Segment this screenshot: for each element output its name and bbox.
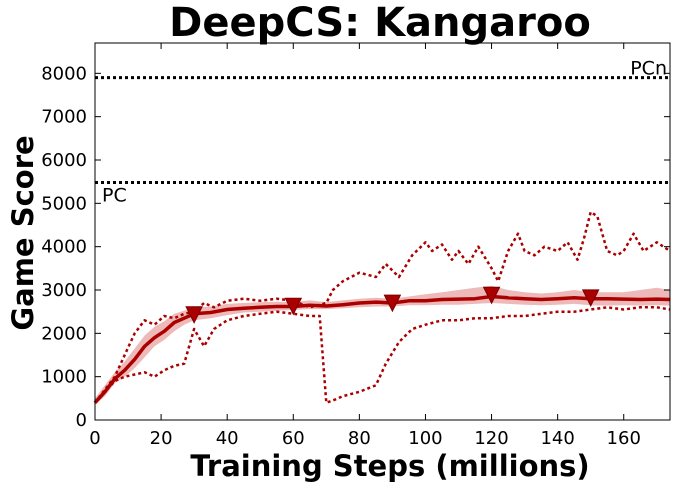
marker-3: [383, 294, 402, 313]
y-tick-label: 5000: [41, 193, 87, 214]
x-tick-label: 0: [89, 428, 100, 449]
y-tick-label: 6000: [41, 150, 87, 171]
marker-5: [581, 289, 600, 308]
series-lines: [93, 210, 671, 404]
x-tick-label: 80: [348, 428, 371, 449]
x-axis: 0 20 40 60 80 100 120 140 160: [89, 43, 641, 449]
y-tick-label: 2000: [41, 323, 87, 344]
x-tick-label: 20: [150, 428, 173, 449]
y-tick-label: 0: [76, 410, 87, 431]
reference-label-pc: PC: [102, 185, 127, 207]
y-tick-label: 8000: [41, 63, 87, 84]
x-tick-label: 100: [408, 428, 442, 449]
marker-2: [284, 297, 303, 316]
reference-label-pcn: PCn: [630, 58, 667, 80]
y-tick-label: 3000: [41, 280, 87, 301]
marker-4: [482, 286, 501, 305]
x-axis-label: Training Steps (millions): [190, 449, 589, 483]
series-line-solid-mean: [93, 294, 671, 404]
series-line-dotted-upper: [94, 210, 671, 404]
x-tick-label: 140: [540, 428, 574, 449]
y-tick-label: 1000: [41, 367, 87, 388]
marker-layer: [185, 286, 600, 324]
y-tick-label: 4000: [41, 237, 87, 258]
y-axis-label: Game Score: [6, 135, 40, 330]
x-tick-label: 120: [474, 428, 508, 449]
x-tick-label: 40: [216, 428, 239, 449]
reference-lines: PCn PC: [95, 58, 670, 207]
marker-1: [185, 306, 203, 324]
y-axis: 0 1000 2000 3000 4000 5000 6000 7000 8000: [41, 63, 670, 431]
chart-title: DeepCS: Kangaroo: [169, 0, 591, 46]
y-tick-label: 7000: [41, 107, 87, 128]
x-tick-label: 160: [607, 428, 641, 449]
plot-area: PCn PC: [93, 58, 671, 405]
series-line-dotted-lower: [94, 306, 671, 404]
plot-frame: [94, 42, 671, 421]
x-tick-label: 60: [282, 428, 305, 449]
